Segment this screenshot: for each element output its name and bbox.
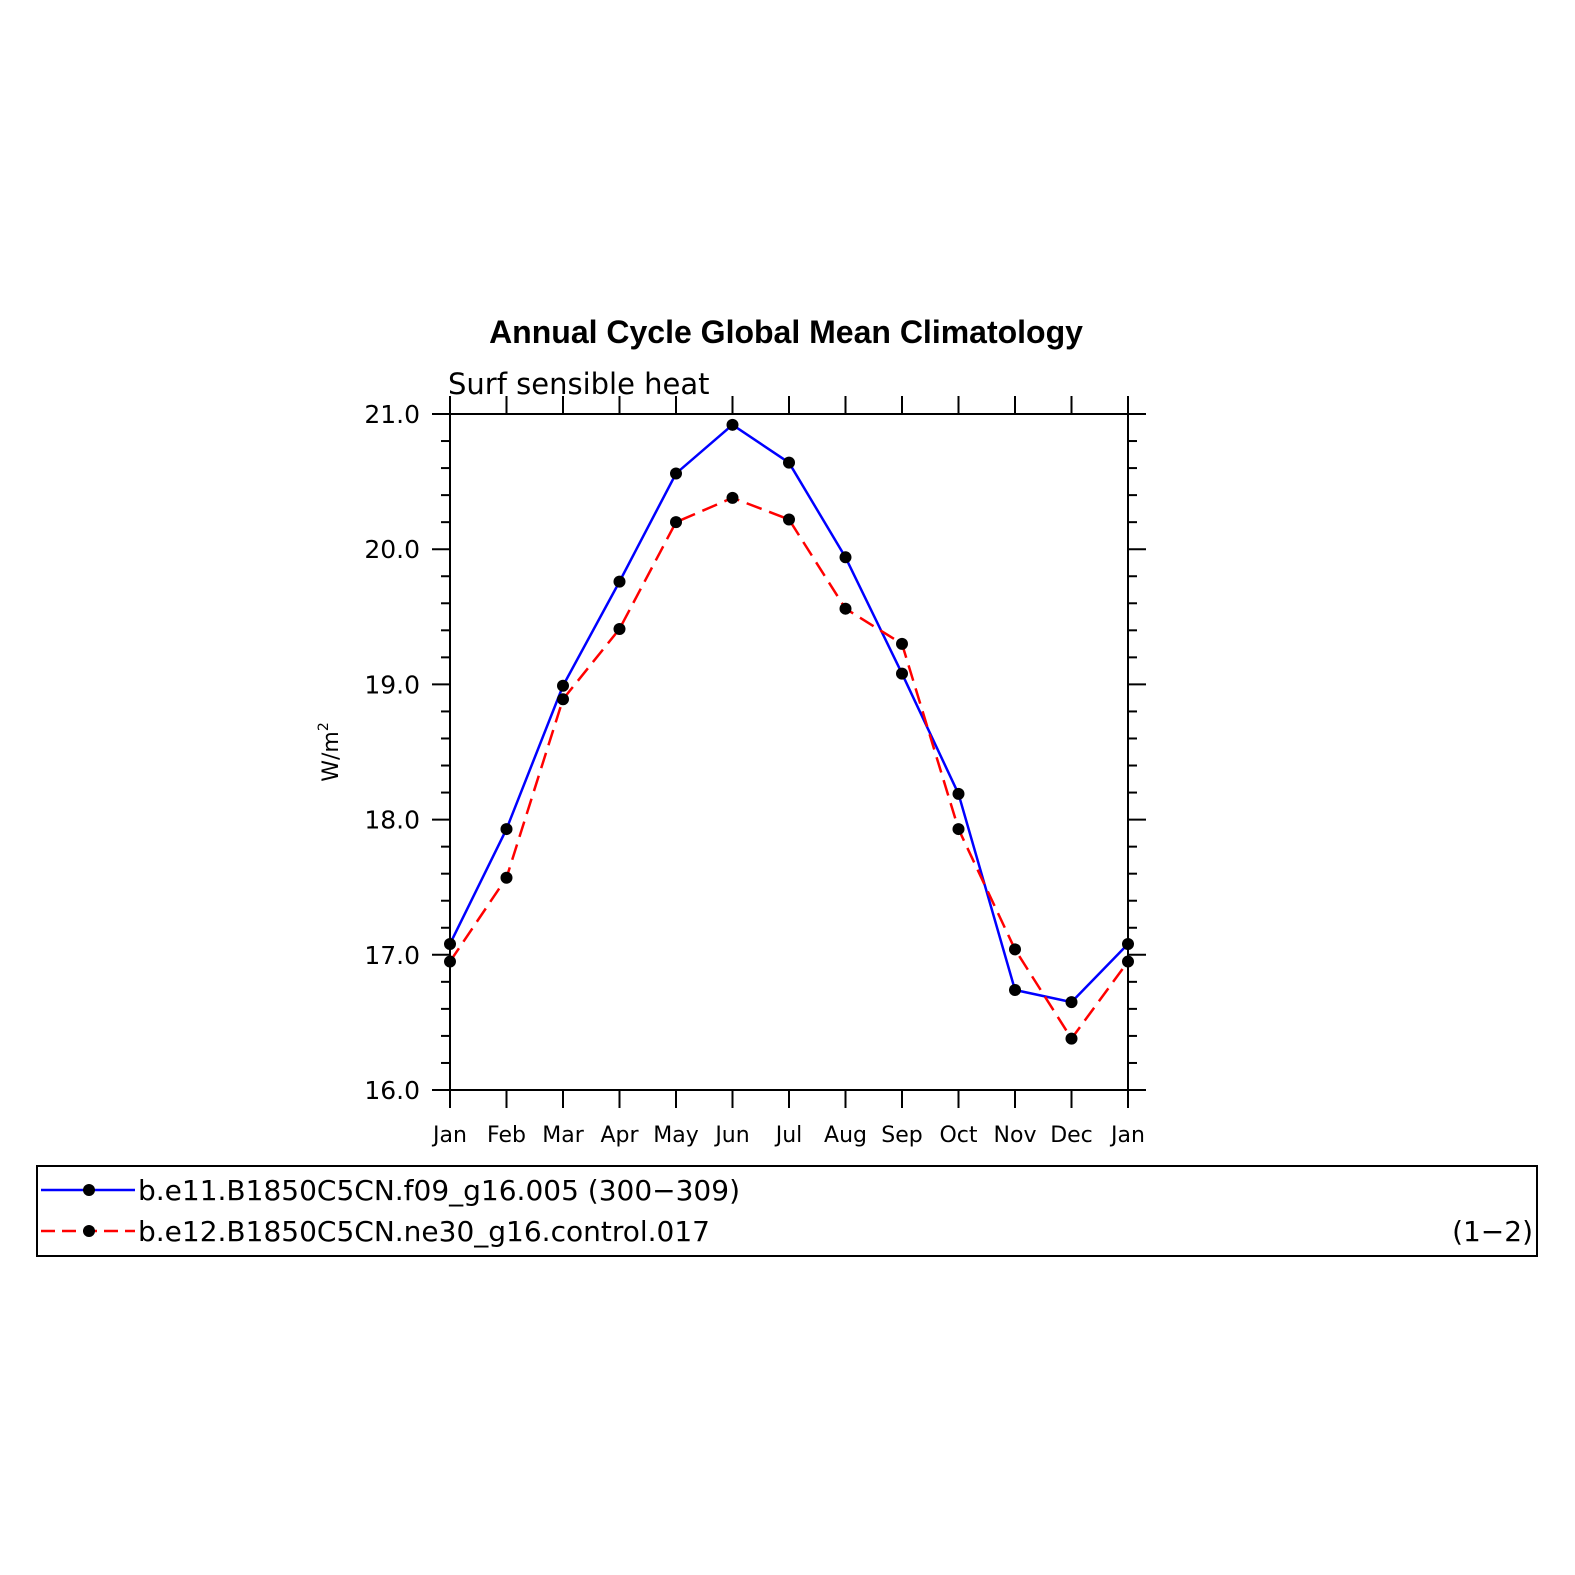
y-axis-title: W/m2 [316,722,344,782]
legend-entries: b.e11.B1850C5CN.f09_g16.005 (300−309) b.e… [41,1174,740,1248]
legend-note: (1−2) [1452,1215,1533,1248]
x-tick-label: Jul [774,1123,803,1148]
x-tick-label: Aug [824,1123,867,1148]
legend-label-2: b.e12.B1850C5CN.ne30_g16.control.017 [138,1215,710,1248]
legend-marker-1 [83,1184,95,1196]
x-tick-label: May [653,1123,698,1148]
x-tick-label: Nov [994,1123,1037,1148]
x-tick-label: Apr [600,1123,639,1148]
series-1-point [952,787,965,800]
legend-marker-2 [83,1225,95,1237]
chart-title: Annual Cycle Global Mean Climatology [489,314,1083,350]
series-layer [444,418,1134,1045]
series-2-point [839,602,852,615]
series-1-point [783,456,795,469]
y-tick-label: 21.0 [364,400,420,429]
series-2-point [783,513,795,526]
y-axis-label-superscript: 2 [316,722,332,731]
y-tick-label: 18.0 [364,806,420,835]
series-1-point [726,418,739,431]
y-ticks: 16.0 17.0 18.0 19.0 20.0 21.0 [364,400,1146,1105]
legend-label-1: b.e11.B1850C5CN.f09_g16.005 (300−309) [138,1174,740,1207]
x-tick-label: Jun [713,1123,749,1148]
series-1-point [500,823,513,836]
series-2-point [557,693,569,706]
chart-subtitle: Surf sensible heat [448,367,710,401]
series-2-point [613,622,626,635]
x-tick-label: Feb [487,1123,526,1148]
series-1-point [557,679,569,692]
legend: b.e11.B1850C5CN.f09_g16.005 (300−309) b.e… [36,1165,1538,1257]
series-2-point [500,871,513,884]
plot-frame [449,413,1129,1091]
series-2-point [726,491,739,504]
legend-box [36,1165,1538,1257]
series-2-point [670,516,682,529]
series-2-point [1009,943,1021,956]
series-1-point [613,575,626,588]
x-tick-label: Jan [1109,1123,1145,1148]
series-1-point [839,551,852,564]
x-tick-label: Jan [431,1123,467,1148]
svg-text:W/m2: W/m2 [316,722,344,782]
series-line-1 [448,423,1129,1004]
x-tick-label: Oct [939,1123,977,1148]
series-1-point [1009,983,1021,996]
x-tick-label: Mar [542,1123,584,1148]
series-line-2 [448,496,1130,1041]
series-1-point [1065,996,1078,1009]
series-2-point [896,637,908,650]
series-2-point [952,823,965,836]
x-tick-label: Sep [881,1123,922,1148]
x-ticks: Jan Feb Mar Apr May Jun Jul Aug Sep Oct Nov Dec Jan [431,396,1145,1148]
series-2-point [1065,1032,1078,1045]
y-tick-label: 16.0 [364,1076,420,1105]
y-tick-label: 19.0 [364,670,420,699]
y-axis-label: W/m [319,731,344,782]
x-tick-label: Dec [1050,1123,1093,1148]
series-1-point [670,467,682,480]
y-tick-label: 20.0 [364,535,420,564]
series-1-point [896,667,908,680]
y-tick-label: 17.0 [364,941,420,970]
